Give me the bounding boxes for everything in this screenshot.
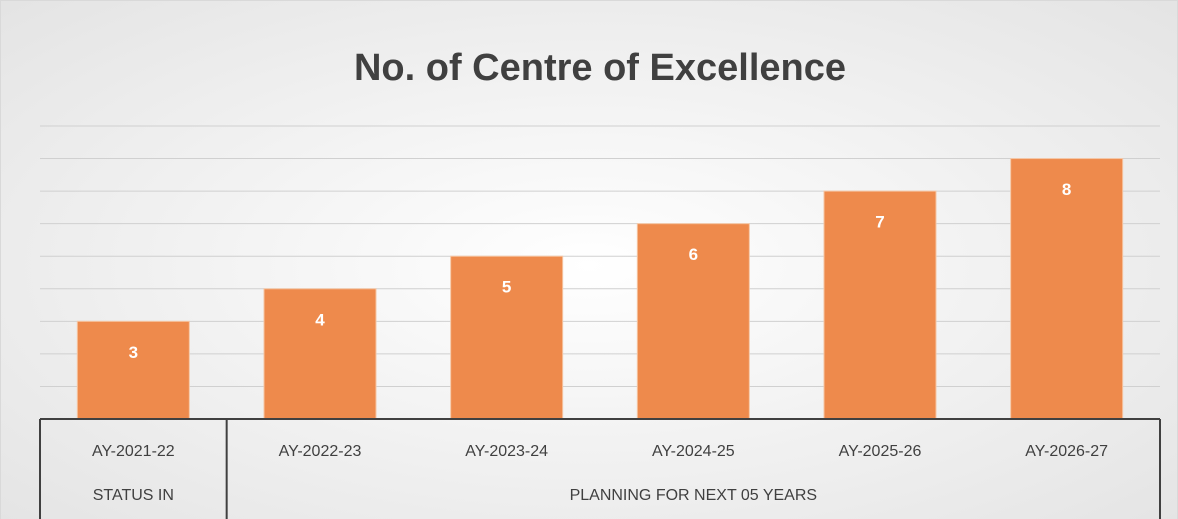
x-tick-label: AY-2026-27 [1025,443,1108,460]
x-tick-label: AY-2023-24 [465,443,548,460]
x-tick-label: AY-2021-22 [92,443,175,460]
bar [76,320,190,420]
data-label: 5 [502,278,511,297]
bar [823,190,937,420]
chart-title: No. of Centre of Excellence [354,47,846,89]
bar [450,255,564,420]
bar [263,288,377,420]
bar [1010,158,1124,420]
group-label: STATUS IN [93,487,174,504]
data-label: 3 [129,343,138,362]
x-tick-label: AY-2024-25 [652,443,735,460]
data-label: 7 [875,213,884,232]
data-label: 6 [689,245,698,264]
x-tick-label: AY-2022-23 [279,443,362,460]
data-label: 8 [1062,180,1071,199]
x-tick-label: AY-2025-26 [839,443,922,460]
data-label: 4 [315,310,325,329]
group-label: PLANNING FOR NEXT 05 YEARS [570,487,817,504]
bar [636,223,750,420]
